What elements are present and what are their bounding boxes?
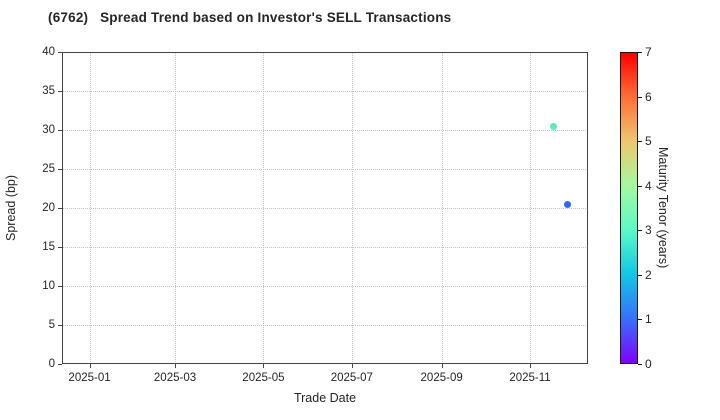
y-tick [58,286,62,287]
y-tick [58,208,62,209]
y-tick-label: 5 [48,319,55,331]
y-axis-label: Spread (bp) [4,175,18,242]
colorbar-tick-label: 4 [645,178,652,193]
x-tick-label: 2025-01 [68,372,111,384]
colorbar-tick [638,52,642,53]
h-gridline [62,91,588,92]
h-gridline [62,286,588,287]
x-tick [530,364,532,368]
chart-title: (6762) Spread Trend based on Investor's … [48,10,452,25]
y-tick-label: 25 [42,163,55,175]
data-point [549,123,557,131]
x-tick [89,364,91,368]
x-tick [351,364,353,368]
colorbar-tick-label: 1 [645,312,652,327]
v-gridline [530,52,532,364]
colorbar-tick-label: 7 [645,45,652,59]
x-tick-label: 2025-03 [153,372,197,384]
y-tick [58,52,62,53]
y-tick [58,247,62,248]
colorbar-tick [638,96,642,98]
data-point [564,200,572,208]
colorbar-tick-label: 0 [645,357,652,371]
v-gridline [351,52,353,364]
v-gridline [89,52,91,364]
y-tick-label: 20 [42,202,55,214]
colorbar-tick [638,185,642,187]
x-tick-label: 2025-11 [509,372,551,384]
colorbar-tick [638,364,642,365]
y-tick-label: 0 [48,358,55,370]
y-tick-label: 30 [42,124,55,136]
y-tick [58,364,62,365]
colorbar-tick [638,274,642,276]
y-tick [58,91,62,92]
y-tick-label: 10 [42,280,55,292]
colorbar-tick [638,141,642,143]
v-gridline [441,52,443,364]
colorbar-tick-label: 2 [645,267,652,282]
plot-area [62,52,588,364]
h-gridline [62,169,588,170]
y-tick-label: 15 [42,241,55,253]
x-axis-label: Trade Date [293,391,357,405]
h-gridline [62,130,588,131]
y-tick [58,130,62,131]
h-gridline [62,208,588,209]
colorbar-tick [638,230,642,232]
x-tick-label: 2025-07 [330,372,373,384]
y-tick-label: 40 [42,46,55,58]
v-gridline [175,52,177,364]
x-tick-label: 2025-05 [242,372,285,384]
x-tick [441,364,443,368]
colorbar-tick [638,319,642,321]
x-tick [175,364,177,368]
h-gridline [62,247,588,248]
y-tick [58,325,62,326]
colorbar-tick-label: 5 [645,134,652,149]
y-tick-label: 35 [42,85,55,97]
v-gridline [263,52,265,364]
x-tick [263,364,265,368]
colorbar-tick-label: 3 [645,223,652,238]
colorbar [620,52,638,364]
colorbar-label: Maturity Tenor (years) [656,147,670,269]
y-tick [58,169,62,170]
x-tick-label: 2025-09 [420,372,463,384]
h-gridline [62,325,588,326]
colorbar-tick-label: 6 [645,89,652,104]
